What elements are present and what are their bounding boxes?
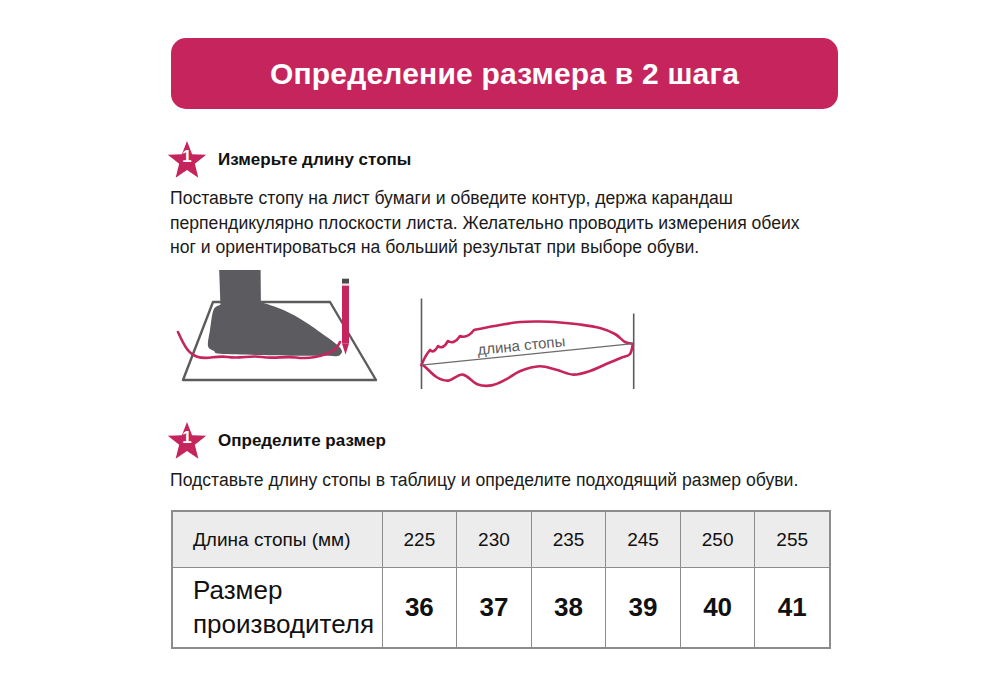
svg-text:длина стопы: длина стопы bbox=[477, 332, 566, 358]
